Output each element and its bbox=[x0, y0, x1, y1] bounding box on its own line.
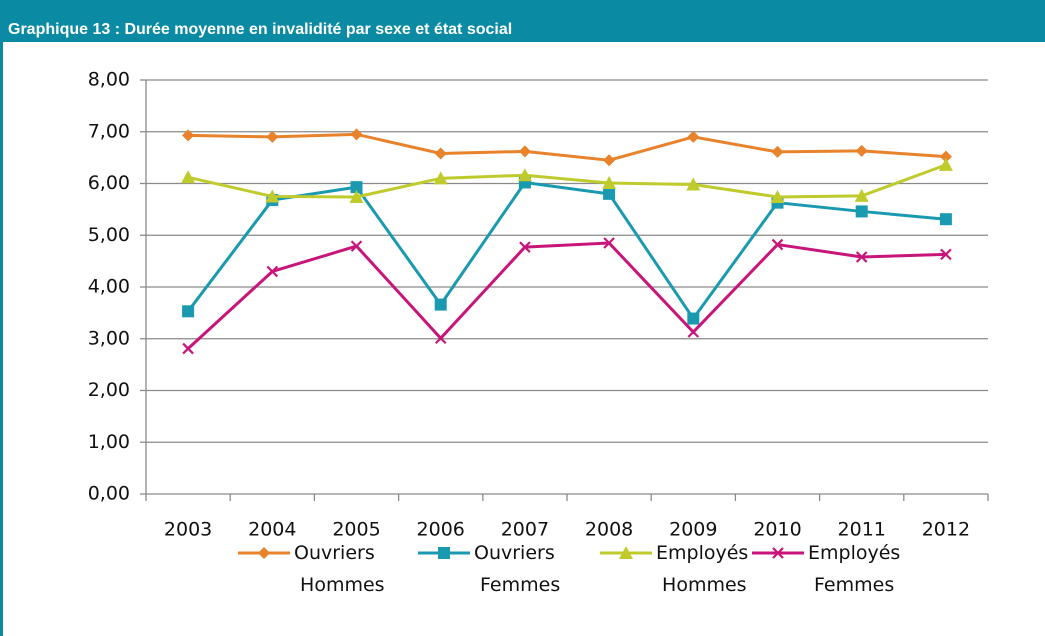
legend-label: Ouvriers Femmes bbox=[474, 542, 560, 596]
y-tick-label: 7,00 bbox=[88, 120, 130, 142]
x-tick-label: 2004 bbox=[248, 519, 296, 541]
x-tick-label: 2006 bbox=[417, 519, 465, 541]
data-point bbox=[350, 181, 363, 194]
legend-marker bbox=[619, 546, 633, 559]
data-point bbox=[939, 150, 952, 163]
y-tick-label: 3,00 bbox=[88, 327, 130, 349]
data-point bbox=[350, 240, 363, 252]
data-point bbox=[517, 168, 532, 182]
data-point bbox=[687, 312, 700, 325]
data-point bbox=[434, 298, 447, 311]
series-line bbox=[187, 241, 946, 350]
data-point bbox=[939, 213, 952, 226]
chart-title: Graphique 13 : Durée moyenne en invalidi… bbox=[8, 21, 512, 38]
data-point bbox=[771, 238, 784, 251]
y-tick-label: 0,00 bbox=[88, 483, 130, 505]
data-point bbox=[266, 265, 279, 278]
x-tick-label: 2012 bbox=[922, 519, 970, 541]
series-line bbox=[187, 163, 947, 199]
data-point bbox=[433, 171, 448, 185]
data-point bbox=[940, 248, 952, 261]
data-point bbox=[434, 332, 447, 345]
data-point bbox=[855, 251, 868, 263]
data-point bbox=[855, 144, 868, 157]
data-point bbox=[686, 177, 701, 191]
data-point bbox=[603, 154, 616, 167]
y-tick-label: 5,00 bbox=[88, 224, 130, 246]
data-point bbox=[181, 170, 196, 184]
legend-marker bbox=[438, 547, 450, 559]
data-point bbox=[182, 342, 194, 355]
data-point bbox=[855, 205, 868, 218]
x-tick-label: 2011 bbox=[838, 519, 886, 541]
legend-label: Employés Hommes bbox=[656, 542, 748, 596]
data-point bbox=[770, 189, 785, 203]
y-tick-label: 1,00 bbox=[88, 431, 130, 453]
series-line bbox=[186, 180, 947, 322]
header-bar bbox=[0, 0, 1045, 42]
y-tick-label: 4,00 bbox=[88, 276, 130, 298]
y-tick-label: 6,00 bbox=[88, 172, 130, 194]
data-point bbox=[854, 188, 869, 202]
data-point bbox=[603, 187, 616, 200]
x-tick-label: 2010 bbox=[753, 519, 801, 541]
data-point bbox=[687, 326, 700, 338]
data-point bbox=[182, 305, 195, 318]
x-tick-label: 2009 bbox=[669, 519, 717, 541]
data-point bbox=[518, 145, 531, 158]
x-tick-label: 2003 bbox=[164, 519, 212, 541]
legend-label: Ouvriers Hommes bbox=[294, 542, 385, 596]
legend-marker bbox=[258, 547, 270, 559]
data-point bbox=[434, 147, 447, 160]
series-line bbox=[188, 132, 947, 162]
data-point bbox=[519, 241, 531, 253]
data-point bbox=[349, 189, 364, 203]
data-point bbox=[938, 157, 953, 171]
data-point bbox=[182, 129, 195, 142]
x-tick-label: 2005 bbox=[332, 519, 380, 541]
x-tick-label: 2008 bbox=[585, 519, 633, 541]
frame-left bbox=[0, 42, 3, 636]
legend-marker bbox=[772, 547, 784, 559]
data-point bbox=[687, 130, 700, 143]
y-tick-label: 8,00 bbox=[88, 69, 130, 91]
data-point bbox=[266, 130, 279, 143]
data-point bbox=[603, 237, 615, 249]
data-point bbox=[350, 128, 363, 141]
legend-label: Employés Femmes bbox=[808, 542, 900, 596]
data-point bbox=[265, 189, 280, 203]
data-point bbox=[771, 145, 784, 158]
x-tick-label: 2007 bbox=[501, 519, 549, 541]
data-point bbox=[602, 175, 617, 189]
y-tick-label: 2,00 bbox=[88, 379, 130, 401]
